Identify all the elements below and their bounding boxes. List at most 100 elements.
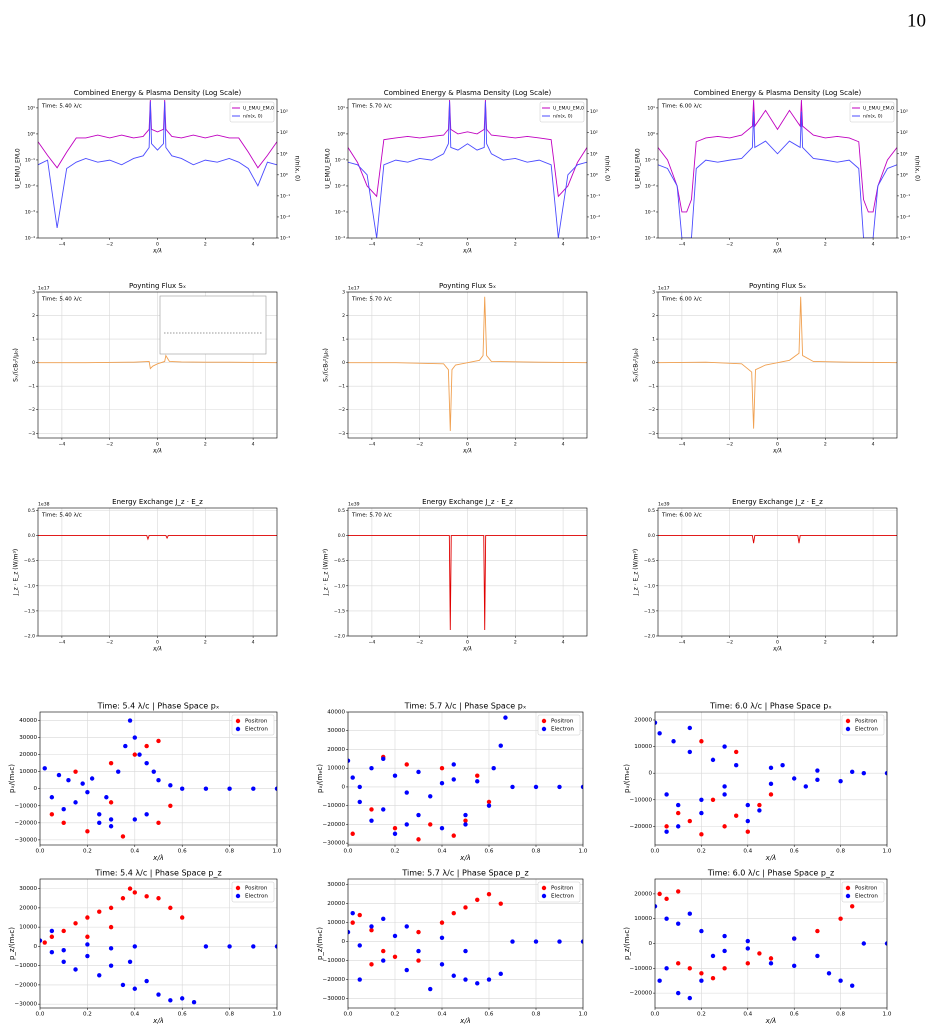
y-axis-label: p_z/(mₑc) bbox=[623, 927, 631, 960]
subplot: 0.0 0.2 0.4 0.6 0.8 1.0 −20000 −10000 0 10000 2000… bbox=[623, 869, 892, 1026]
data-point bbox=[687, 749, 692, 755]
data-point bbox=[734, 749, 739, 755]
subplot-title: Combined Energy & Plasma Density (Log Sc… bbox=[74, 89, 242, 97]
data-point bbox=[350, 920, 355, 925]
data-point bbox=[180, 996, 185, 1001]
y-tick-label: −10000 bbox=[323, 803, 346, 809]
data-point bbox=[861, 770, 866, 776]
x-tick-label: 0 bbox=[466, 640, 469, 646]
x-axis-label: x/λ bbox=[462, 248, 472, 255]
inset-plot bbox=[159, 295, 267, 355]
x-tick-label: −2 bbox=[106, 242, 113, 248]
x-tick-label: 0.8 bbox=[836, 1012, 845, 1018]
data-point bbox=[826, 971, 832, 976]
data-point bbox=[676, 824, 681, 829]
y-tick-label: 30000 bbox=[19, 886, 37, 892]
data-point bbox=[463, 822, 468, 827]
y-tick-label: −1 bbox=[338, 384, 345, 390]
y-tick-label: 10000 bbox=[634, 916, 652, 922]
data-point bbox=[116, 769, 121, 774]
y-tick-label: −20000 bbox=[323, 822, 346, 828]
axes-frame bbox=[37, 291, 278, 439]
data-point bbox=[108, 800, 114, 805]
data-point bbox=[557, 939, 562, 944]
data-point bbox=[416, 948, 421, 954]
data-point bbox=[85, 942, 90, 947]
y-tick-label: 2 bbox=[32, 313, 35, 319]
data-point bbox=[580, 939, 583, 944]
offset-label: 1e17 bbox=[348, 286, 360, 292]
data-point bbox=[439, 935, 445, 941]
data-point bbox=[815, 777, 820, 783]
x-tick-label: 0.4 bbox=[130, 849, 139, 855]
data-point bbox=[850, 983, 855, 988]
x-tick-label: −4 bbox=[59, 640, 66, 646]
data-point bbox=[127, 886, 133, 891]
y2-tick-label: 10⁰ bbox=[900, 172, 908, 178]
data-point bbox=[699, 810, 704, 816]
subplot-title: Combined Energy & Plasma Density (Log Sc… bbox=[694, 89, 862, 97]
data-point bbox=[687, 995, 692, 1001]
x-tick-label: 0 bbox=[156, 242, 159, 248]
y-tick-label: −30000 bbox=[15, 1002, 38, 1008]
y2-tick-label: 10³ bbox=[590, 109, 598, 115]
x-tick-label: 0.8 bbox=[532, 1012, 541, 1018]
data-point bbox=[676, 921, 681, 926]
data-point bbox=[451, 777, 456, 782]
x-axis-label: x/λ bbox=[152, 854, 164, 862]
data-point bbox=[463, 977, 468, 982]
data-point bbox=[428, 986, 433, 992]
y-tick-label: 10⁻⁴ bbox=[645, 236, 655, 242]
y-axis-label: pₓ/(mₑc) bbox=[623, 764, 631, 793]
x-tick-label: −2 bbox=[726, 442, 733, 448]
data-point bbox=[156, 820, 161, 826]
y-tick-label: −10000 bbox=[630, 797, 653, 803]
data-line bbox=[348, 535, 587, 630]
data-point bbox=[144, 894, 149, 899]
subplot: 0.0 0.2 0.4 0.6 0.8 1.0 −30000 −20000 −10000 0 100… bbox=[316, 869, 588, 1026]
y2-tick-label: 10³ bbox=[900, 109, 908, 115]
data-point bbox=[56, 772, 62, 778]
page-number: 10 bbox=[907, 10, 926, 31]
subplot: 0.0 0.2 0.4 0.6 0.8 1.0 −30000 −20000 −10000 0 100… bbox=[8, 869, 282, 1026]
subplot: −4 −2 0 2 4 −3 −2 −1 0 1 2 3 Poynting Flux Sₓ x/λ Sₓ/(… bbox=[323, 282, 588, 455]
axes-frame bbox=[39, 878, 278, 1009]
data-point bbox=[451, 973, 456, 978]
data-point bbox=[475, 779, 480, 784]
data-point bbox=[274, 786, 277, 791]
x-tick-label: 4 bbox=[562, 442, 565, 448]
y-axis-label: Sₓ/(cB₀²/μ₀) bbox=[323, 348, 330, 382]
data-point bbox=[120, 896, 126, 901]
x-tick-label: 1.0 bbox=[579, 849, 588, 855]
data-point bbox=[127, 959, 133, 964]
x-tick-label: 0 bbox=[776, 242, 779, 248]
data-point bbox=[655, 720, 658, 725]
data-point bbox=[503, 715, 508, 720]
data-point bbox=[144, 743, 149, 749]
x-tick-label: 4 bbox=[562, 242, 565, 248]
y-tick-label: −30000 bbox=[15, 837, 38, 843]
y-tick-label: 20000 bbox=[327, 747, 345, 753]
x-tick-label: 1.0 bbox=[579, 1012, 588, 1018]
y-axis-label: Sₓ/(cB₀²/μ₀) bbox=[13, 348, 20, 382]
data-point bbox=[137, 752, 142, 757]
plot-area bbox=[348, 715, 583, 842]
data-point bbox=[664, 916, 669, 921]
x-tick-label: 0.8 bbox=[225, 1012, 234, 1018]
data-point bbox=[369, 962, 374, 967]
data-point bbox=[97, 820, 102, 826]
x-tick-label: 0.6 bbox=[790, 849, 799, 855]
data-point bbox=[451, 833, 456, 838]
x-tick-label: 4 bbox=[562, 640, 565, 646]
x-axis-label: x/λ bbox=[152, 646, 162, 653]
y-axis-label: Sₓ/(cB₀²/μ₀) bbox=[633, 348, 640, 382]
x-tick-label: 2 bbox=[204, 442, 207, 448]
legend-marker bbox=[235, 718, 241, 724]
data-point bbox=[61, 948, 66, 953]
data-point bbox=[203, 786, 209, 791]
y2-tick-label: 10² bbox=[900, 130, 908, 136]
data-point bbox=[439, 765, 445, 771]
y-tick-label: 10⁰ bbox=[337, 131, 345, 137]
data-point bbox=[85, 915, 90, 920]
